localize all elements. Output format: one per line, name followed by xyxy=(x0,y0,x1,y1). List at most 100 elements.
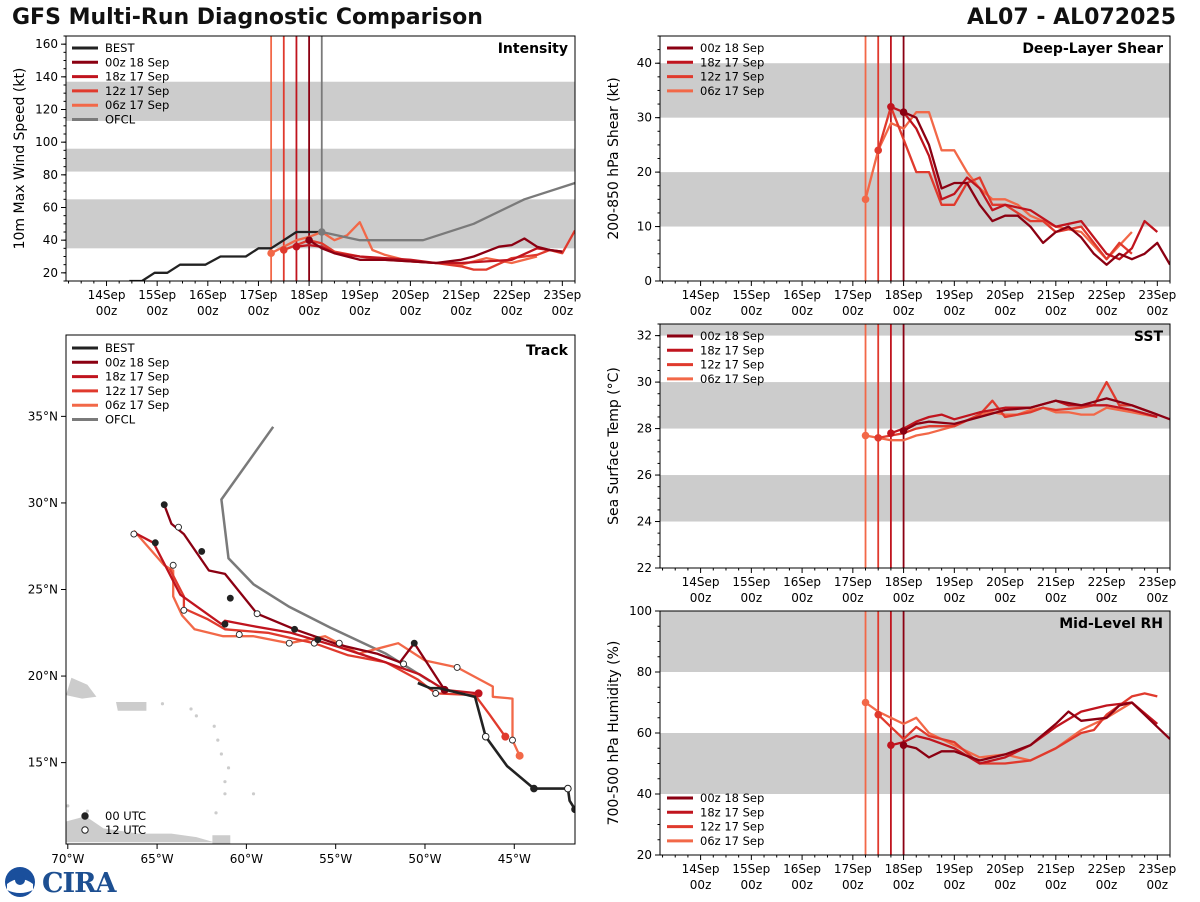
best-track-line xyxy=(417,681,575,811)
intensity-legend-label: OFCL xyxy=(105,113,136,127)
island xyxy=(223,780,227,784)
sst-series-start-point xyxy=(887,429,895,438)
intensity-plot-area xyxy=(66,36,575,281)
track-y-tick-label: 35°N xyxy=(28,409,58,423)
island xyxy=(251,792,256,796)
run-track-marker xyxy=(432,689,440,697)
island xyxy=(85,809,90,813)
shear-x-tick-label: 00z xyxy=(1045,304,1067,318)
shear-band-1 xyxy=(660,63,1170,118)
shear-series-line xyxy=(890,105,1159,261)
rh-x-tick-label: 00z xyxy=(994,878,1016,892)
sst-y-tick-label: 24 xyxy=(637,515,652,529)
rh-x-tick-label: 20Sep xyxy=(986,862,1024,876)
island xyxy=(214,811,218,815)
shear-y-axis-label: 200-850 hPa Shear (kt) xyxy=(606,77,622,239)
shear-x-tick-label: 20Sep xyxy=(986,288,1024,302)
sst-x-tick-label: 16Sep xyxy=(783,575,821,589)
shear-y-tick-label: 0 xyxy=(644,274,652,288)
sst-series-line xyxy=(865,406,1158,442)
track-marker-legend-label: 00 UTC xyxy=(105,809,146,823)
shear-legend-label: 06z 17 Sep xyxy=(700,84,764,98)
run-track-marker xyxy=(410,639,418,647)
sst-x-tick-label: 00z xyxy=(994,591,1016,605)
run-track-marker xyxy=(235,631,243,638)
track-y-tick-label: 15°N xyxy=(28,756,58,770)
rh-x-tick-label: 00z xyxy=(690,878,712,892)
intensity-x-tick-label: 00z xyxy=(501,304,523,318)
track-marker-legend-label: 12 UTC xyxy=(105,823,146,837)
run-track-marker xyxy=(335,639,343,647)
sst-series-start-point xyxy=(874,434,883,442)
shear-plot-area xyxy=(660,36,1170,281)
intensity-x-tick-label: 00z xyxy=(298,304,320,318)
run-track-marker xyxy=(314,636,322,644)
shear-x-tick-label: 21Sep xyxy=(1037,288,1075,302)
best-track-marker xyxy=(481,732,490,741)
intensity-x-tick-label: 16Sep xyxy=(189,288,227,302)
intensity-series-line xyxy=(321,181,575,242)
shear-series-start-point xyxy=(887,102,895,111)
sst-x-tick-label: 00z xyxy=(893,591,915,605)
shear-legend-label: 18z 17 Sep xyxy=(700,55,764,69)
shear-x-tick-label: 00z xyxy=(1096,304,1118,318)
island xyxy=(189,707,193,711)
rh-x-tick-label: 15Sep xyxy=(732,862,770,876)
landmass xyxy=(66,677,97,699)
shear-x-tick-label: 00z xyxy=(1147,304,1169,318)
island xyxy=(66,804,70,808)
sst-legend-label: 18z 17 Sep xyxy=(700,343,764,357)
rh-y-tick-label: 40 xyxy=(637,787,652,801)
shear-band-0 xyxy=(660,172,1170,227)
sst-x-tick-label: 00z xyxy=(1045,591,1067,605)
run-track-marker xyxy=(291,625,299,633)
figure-title: GFS Multi-Run Diagnostic Comparison xyxy=(12,5,483,30)
shear-x-tick-label: 23Sep xyxy=(1138,288,1176,302)
rh-panel-title: Mid-Level RH xyxy=(1059,616,1163,632)
intensity-series-start-point xyxy=(279,246,288,254)
sst-x-tick-label: 00z xyxy=(842,591,864,605)
shear-series-start-point xyxy=(874,146,883,155)
track-marker-legend-symbol xyxy=(81,826,89,834)
run-track-line xyxy=(168,568,507,738)
sst-legend-label: 12z 17 Sep xyxy=(700,358,764,372)
intensity-x-tick-label: 00z xyxy=(248,304,270,318)
best-track-marker xyxy=(564,784,572,793)
rh-y-tick-label: 100 xyxy=(629,604,652,618)
island xyxy=(226,766,231,770)
run-track-marker xyxy=(130,530,138,538)
shear-legend-label: 00z 18 Sep xyxy=(700,41,764,55)
sst-x-tick-label: 00z xyxy=(690,591,712,605)
intensity-y-axis-label: 10m Max Wind Speed (kt) xyxy=(12,68,28,250)
sst-y-tick-label: 22 xyxy=(637,561,652,575)
sst-x-tick-label: 19Sep xyxy=(935,575,973,589)
sst-x-tick-label: 15Sep xyxy=(732,575,770,589)
shear-x-tick-label: 15Sep xyxy=(732,288,770,302)
run-track-marker xyxy=(285,639,293,647)
sst-x-tick-label: 20Sep xyxy=(986,575,1024,589)
track-x-tick-label: 60°W xyxy=(230,852,263,866)
intensity-y-tick-label: 80 xyxy=(43,168,58,182)
rh-y-tick-label: 20 xyxy=(637,848,652,862)
track-legend-label: OFCL xyxy=(105,413,136,427)
sst-series-line xyxy=(903,397,1170,432)
shear-legend-label: 12z 17 Sep xyxy=(700,70,764,84)
shear-x-tick-label: 14Sep xyxy=(682,288,720,302)
rh-y-axis-label: 700-500 hPa Humidity (%) xyxy=(606,641,622,826)
sst-x-tick-label: 14Sep xyxy=(682,575,720,589)
noaa-logo-icon xyxy=(5,867,35,897)
intensity-legend-label: 00z 18 Sep xyxy=(105,55,169,69)
shear-panel-title: Deep-Layer Shear xyxy=(1022,41,1163,57)
sst-x-tick-label: 22Sep xyxy=(1088,575,1126,589)
intensity-band-0 xyxy=(66,199,575,249)
track-x-tick-label: 65°W xyxy=(141,852,174,866)
intensity-series-line xyxy=(308,237,563,265)
run-track-marker xyxy=(253,610,261,618)
intensity-y-tick-label: 60 xyxy=(43,201,58,215)
intensity-x-tick-label: 22Sep xyxy=(493,288,531,302)
intensity-x-tick-label: 18Sep xyxy=(290,288,328,302)
run-track-line xyxy=(133,531,479,695)
rh-x-tick-label: 00z xyxy=(741,878,763,892)
intensity-legend-label: 06z 17 Sep xyxy=(105,98,169,112)
